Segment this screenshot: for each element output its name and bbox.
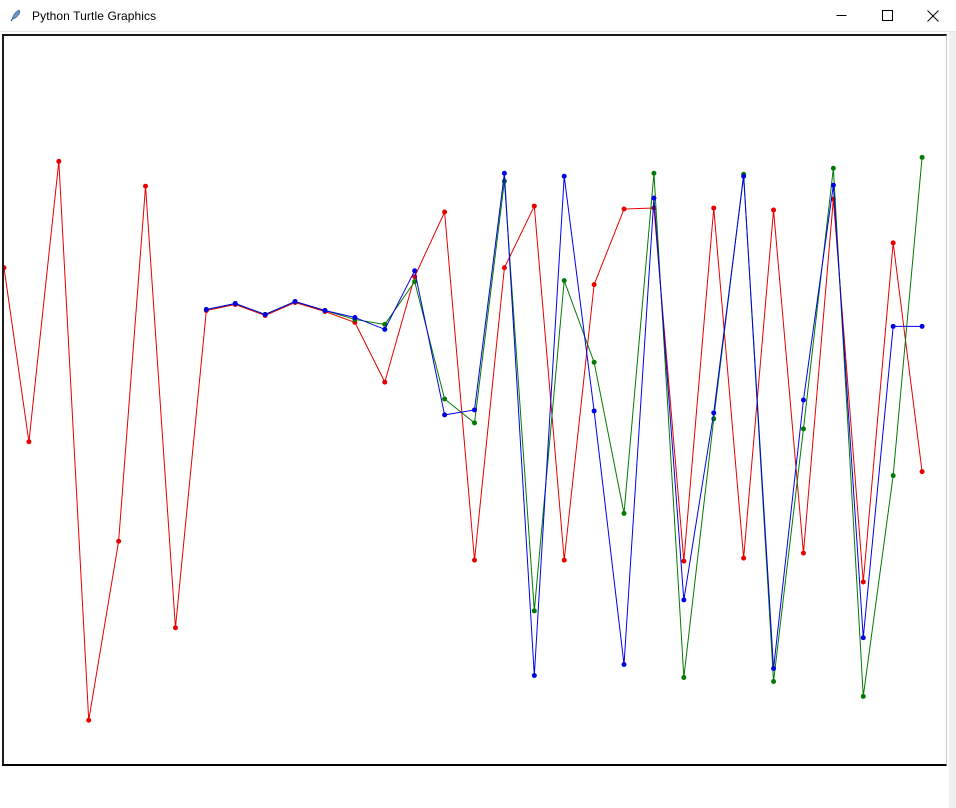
series-line-red xyxy=(4,161,923,721)
data-point-green xyxy=(382,321,388,327)
data-point-green xyxy=(800,426,806,432)
series-line-green xyxy=(206,157,923,697)
data-point-blue xyxy=(531,673,537,678)
data-point-blue xyxy=(501,170,507,176)
close-button[interactable] xyxy=(910,0,956,31)
window-controls xyxy=(818,0,956,31)
data-point-red xyxy=(172,625,178,631)
data-point-blue xyxy=(292,299,298,305)
data-point-green xyxy=(621,510,627,516)
data-point-red xyxy=(591,282,597,288)
data-point-green xyxy=(651,170,657,176)
data-point-blue xyxy=(741,173,747,179)
data-point-green xyxy=(919,154,925,160)
data-point-red xyxy=(26,439,32,445)
data-point-blue xyxy=(800,397,806,403)
data-point-red xyxy=(771,207,777,213)
data-point-blue xyxy=(352,314,358,320)
data-point-green xyxy=(890,473,896,479)
data-point-red xyxy=(143,183,149,189)
series-red xyxy=(4,158,925,723)
data-point-green xyxy=(412,279,418,285)
data-point-red xyxy=(4,265,7,271)
data-point-green xyxy=(561,278,567,284)
data-point-blue xyxy=(591,408,597,414)
maximize-icon xyxy=(881,10,893,21)
data-point-blue xyxy=(890,323,896,329)
data-point-blue xyxy=(442,412,448,418)
data-point-blue xyxy=(771,666,777,672)
data-point-red xyxy=(86,717,92,723)
data-point-red xyxy=(860,579,866,585)
data-point-blue xyxy=(232,301,238,307)
data-point-blue xyxy=(681,597,687,603)
series-blue xyxy=(203,170,925,678)
data-point-blue xyxy=(830,182,836,188)
data-point-blue xyxy=(203,307,209,312)
data-point-red xyxy=(919,469,925,475)
data-point-green xyxy=(531,608,537,614)
data-point-blue xyxy=(651,195,657,201)
data-point-green xyxy=(591,359,597,365)
data-point-green xyxy=(860,693,866,699)
minimize-button[interactable] xyxy=(818,0,864,31)
data-point-blue xyxy=(561,173,567,179)
minimize-icon xyxy=(836,15,846,16)
data-point-blue xyxy=(382,326,388,332)
title-bar: Python Turtle Graphics xyxy=(0,0,956,32)
line-plot xyxy=(4,154,925,723)
data-point-red xyxy=(501,265,507,271)
data-point-green xyxy=(771,678,777,684)
data-point-red xyxy=(561,557,567,563)
data-point-red xyxy=(741,555,747,561)
turtle-canvas[interactable] xyxy=(2,34,947,766)
data-point-blue xyxy=(919,323,925,329)
close-icon xyxy=(927,9,939,22)
status-strip xyxy=(2,768,947,808)
data-point-red xyxy=(531,203,537,209)
data-point-red xyxy=(382,379,388,385)
data-point-red xyxy=(442,209,448,215)
data-point-green xyxy=(681,674,687,680)
series-green xyxy=(203,154,925,699)
window-title: Python Turtle Graphics xyxy=(32,8,157,23)
data-point-red xyxy=(116,538,122,544)
window-right-edge xyxy=(949,32,956,808)
data-point-blue xyxy=(621,662,627,668)
data-point-blue xyxy=(322,308,328,313)
canvas-area xyxy=(0,32,956,808)
maximize-button[interactable] xyxy=(864,0,910,31)
data-point-blue xyxy=(262,311,268,317)
data-point-green xyxy=(830,165,836,171)
data-point-blue xyxy=(711,410,717,416)
data-point-blue xyxy=(412,268,418,274)
data-point-green xyxy=(711,416,717,422)
data-point-red xyxy=(621,206,627,212)
data-point-red xyxy=(472,557,477,563)
data-point-red xyxy=(800,550,806,556)
data-point-red xyxy=(711,205,717,211)
data-point-red xyxy=(890,240,896,246)
data-point-green xyxy=(442,396,448,402)
data-point-green xyxy=(472,420,477,426)
python-feather-icon xyxy=(10,9,21,21)
data-point-red xyxy=(681,558,687,564)
data-point-blue xyxy=(860,635,866,641)
data-point-red xyxy=(56,158,62,164)
data-point-blue xyxy=(472,407,477,413)
